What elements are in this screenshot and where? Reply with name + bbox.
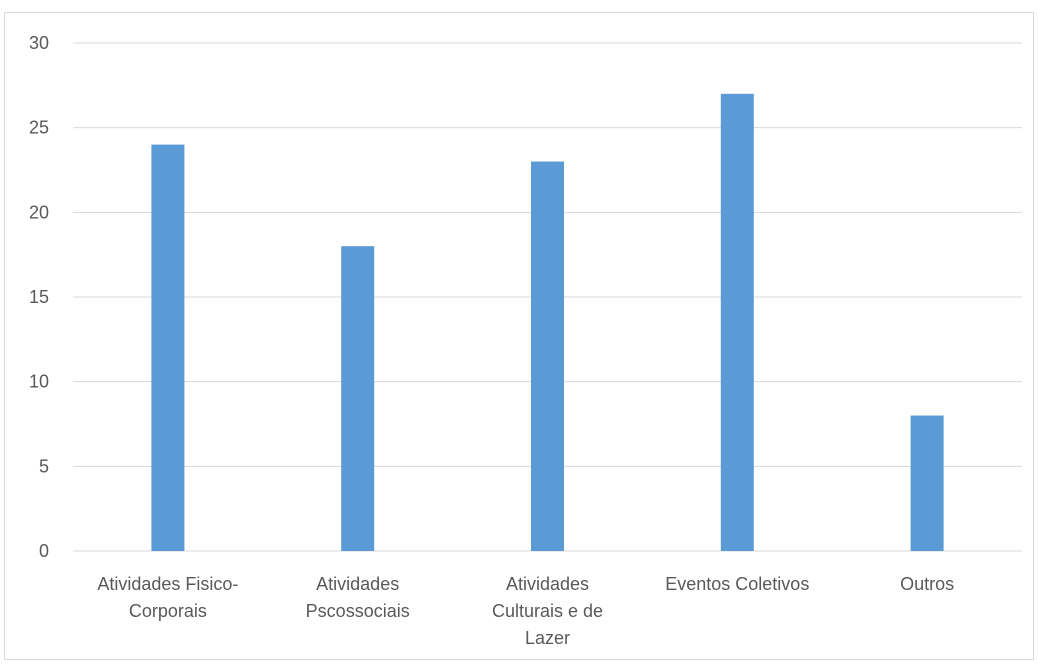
y-tick-label: 5 (39, 456, 49, 476)
x-category-label: Atividades Fisico-Corporais (97, 574, 238, 621)
x-axis-labels: Atividades Fisico-Corporais Atividades Psc… (97, 574, 954, 648)
y-tick-label: 10 (29, 372, 49, 392)
bar (720, 93, 754, 552)
bar (341, 246, 375, 551)
x-category-label: Eventos Coletivos (665, 574, 809, 594)
y-tick-label: 20 (29, 202, 49, 222)
bar (151, 144, 185, 551)
y-tick-label: 0 (39, 541, 49, 561)
y-tick-label: 15 (29, 287, 49, 307)
bars (151, 93, 944, 552)
bar (531, 161, 564, 552)
x-category-label: Atividades Culturais e de Lazer (492, 574, 603, 648)
y-axis-ticks: 0 5 10 15 20 25 30 (29, 33, 49, 561)
x-category-label: Outros (900, 574, 954, 594)
y-tick-label: 25 (29, 118, 49, 138)
y-tick-label: 30 (29, 33, 49, 53)
x-category-label: Atividades Pscossociais (306, 574, 410, 621)
bar (910, 415, 944, 551)
